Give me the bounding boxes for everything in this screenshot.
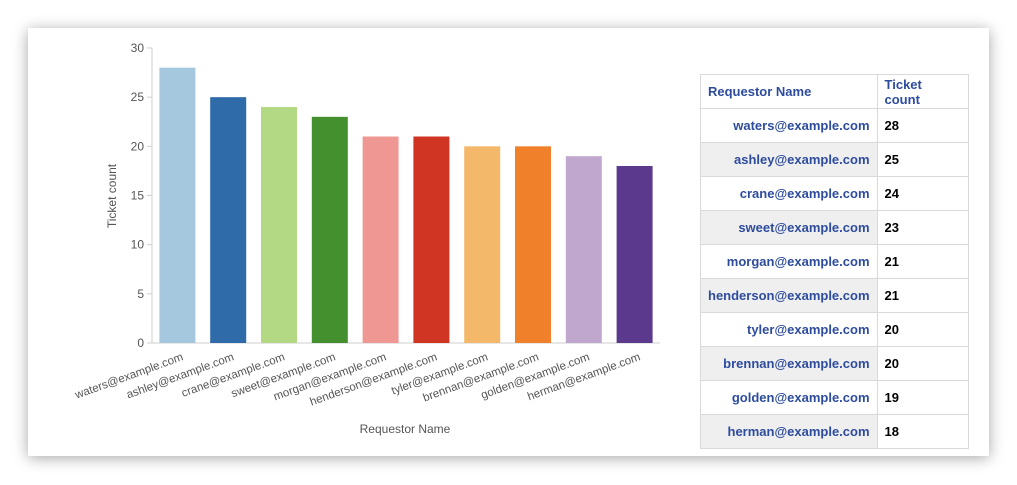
requestor-name-cell: waters@example.com [700,108,878,143]
y-tick-label: 15 [131,189,145,203]
bar-sweet[interactable] [311,116,348,343]
bars [159,67,653,344]
ticket-count-cell: 20 [876,312,969,347]
requestor-name-cell: ashley@example.com [700,142,878,177]
table-row: morgan@example.com 21 [700,244,969,279]
table-row: waters@example.com 28 [700,108,969,143]
y-axis-title: Ticket count [105,163,119,228]
table-row: sweet@example.com 23 [700,210,969,245]
bar-herman[interactable] [616,166,653,343]
ticket-count-cell: 21 [876,278,969,313]
table-row: herman@example.com 18 [700,414,969,449]
y-axis-ticks: 0 5 10 15 20 25 30 [131,41,152,350]
bar-brennan[interactable] [515,146,551,343]
ticket-count-cell: 25 [876,142,969,177]
x-axis-title: Requestor Name [360,422,451,436]
ticket-count-cell: 18 [876,414,969,449]
column-header-ticket-count[interactable]: Ticket count [876,74,969,109]
ticket-count-cell: 28 [876,108,969,143]
y-tick-label: 20 [131,139,145,153]
data-table: Requestor Name Ticket count waters@examp… [700,74,969,449]
column-header-requestor-name[interactable]: Requestor Name [700,74,878,109]
requestor-name-cell: herman@example.com [700,414,878,449]
bar-tyler[interactable] [464,146,501,343]
table-row: golden@example.com 19 [700,380,969,415]
bar-crane[interactable] [261,107,297,343]
table-row: ashley@example.com 25 [700,142,969,177]
y-tick-label: 30 [131,41,145,55]
y-tick-label: 5 [137,287,144,301]
requestor-name-cell: tyler@example.com [700,312,878,347]
requestor-name-cell: crane@example.com [700,176,878,211]
requestor-name-cell: brennan@example.com [700,346,878,381]
requestor-name-cell: golden@example.com [700,380,878,415]
table-header-row: Requestor Name Ticket count [700,74,969,109]
ticket-count-cell: 24 [876,176,969,211]
y-tick-label: 25 [131,90,145,104]
requestor-name-cell: henderson@example.com [700,278,878,313]
ticket-count-cell: 23 [876,210,969,245]
chart-card: 0 5 10 15 20 25 30 waters@example.com ashley@ex… [28,28,989,456]
table-row: tyler@example.com 20 [700,312,969,347]
x-axis-ticks: waters@example.comashley@example.comcran… [73,351,642,408]
table-row: henderson@example.com 21 [700,278,969,313]
y-tick-label: 0 [137,336,144,350]
bar-golden[interactable] [565,156,602,343]
bar-waters[interactable] [159,67,196,343]
bar-ashley[interactable] [210,97,247,344]
bar-henderson[interactable] [413,136,450,344]
requestor-name-cell: sweet@example.com [700,210,878,245]
table-row: brennan@example.com 20 [700,346,969,381]
ticket-count-cell: 19 [876,380,969,415]
ticket-count-cell: 21 [876,244,969,279]
ticket-count-cell: 20 [876,346,969,381]
bar-morgan[interactable] [362,136,399,344]
requestor-name-cell: morgan@example.com [700,244,878,279]
table-row: crane@example.com 24 [700,176,969,211]
bar-chart: 0 5 10 15 20 25 30 waters@example.comashley@ex… [73,41,660,436]
y-tick-label: 10 [131,238,145,252]
table-body: waters@example.com 28 ashley@example.com 25… [700,108,969,449]
